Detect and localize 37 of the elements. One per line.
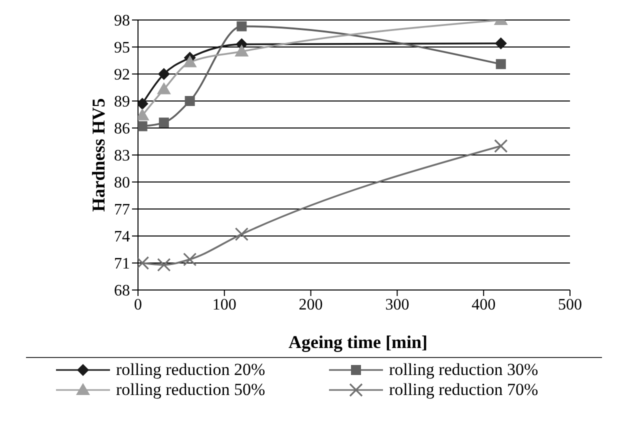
point	[234, 44, 249, 56]
x-tick-label: 400	[472, 296, 496, 314]
point	[158, 118, 169, 128]
y-tick-label: 77	[114, 202, 130, 219]
point	[234, 227, 248, 241]
x-tick-label: 100	[212, 296, 236, 314]
point	[494, 139, 508, 153]
x-tick-label: 500	[558, 296, 582, 314]
point	[494, 37, 507, 50]
y-tick-label: 98	[114, 12, 130, 30]
point	[138, 121, 148, 132]
point	[183, 252, 197, 266]
y-tick-label: 95	[114, 40, 130, 57]
point	[496, 59, 506, 70]
x-axis-title: Ageing time [min]	[288, 332, 428, 353]
y-tick-label: 89	[114, 94, 130, 111]
y-tick-label: 68	[114, 282, 130, 300]
legend-label: rolling reduction 50%	[116, 380, 266, 400]
y-tick-label: 86	[114, 120, 130, 138]
y-tick-label: 71	[114, 256, 130, 273]
point	[184, 96, 195, 106]
legend-label: rolling reduction 20%	[116, 360, 266, 380]
y-tick-label: 80	[114, 174, 130, 192]
y-tick-label: 83	[114, 148, 130, 165]
y-tick-label: 92	[114, 66, 130, 84]
y-tick-label: 74	[114, 228, 130, 246]
legend-label: rolling reduction 70%	[389, 380, 538, 400]
x-tick-label: 300	[385, 296, 410, 314]
y-axis-title: Hardness HV5	[88, 98, 108, 212]
point	[156, 82, 171, 94]
x-tick-label: 200	[298, 296, 323, 314]
point	[157, 258, 171, 272]
legend-label: rolling reduction 30%	[389, 360, 538, 380]
point	[158, 68, 170, 80]
point	[236, 21, 247, 32]
x-tick-label: 0	[134, 296, 142, 314]
point	[182, 55, 197, 68]
